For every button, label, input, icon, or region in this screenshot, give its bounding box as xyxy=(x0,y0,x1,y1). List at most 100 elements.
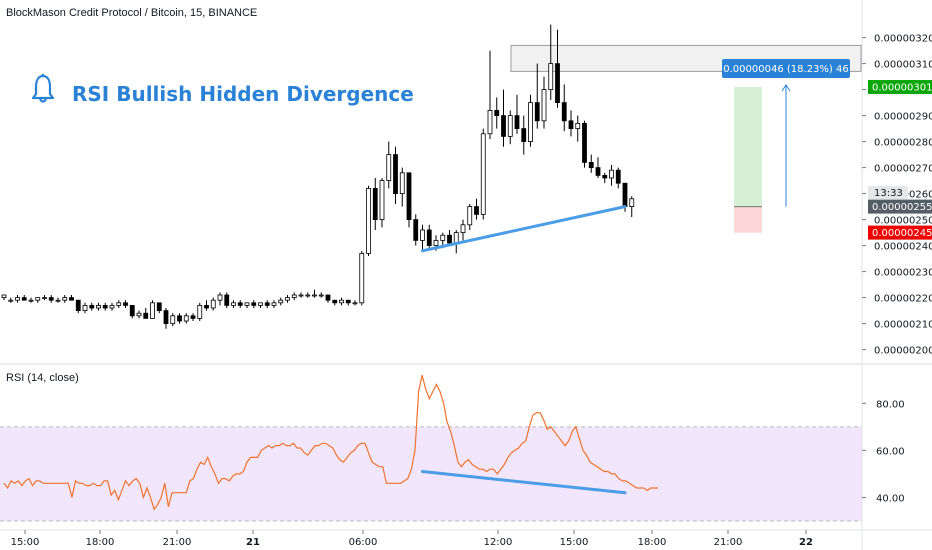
target-badge-bg xyxy=(868,80,932,94)
current-price-badge-text: 0.00000255 xyxy=(872,202,932,213)
price-tick-label: 0.00000320 xyxy=(874,34,932,45)
price-tick-label: 0.00000240 xyxy=(874,242,932,253)
time-tick-label: 18:00 xyxy=(638,537,667,548)
candle-body xyxy=(82,304,88,311)
candle-body xyxy=(291,294,297,298)
candle-body xyxy=(622,182,628,207)
annotation-title: RSI Bullish Hidden Divergence xyxy=(72,82,414,106)
price-tick-label: 0.00000270 xyxy=(874,164,932,175)
profit-zone xyxy=(734,87,762,207)
loss-zone xyxy=(734,206,762,233)
candle-body xyxy=(507,115,513,137)
candle-body xyxy=(244,302,250,306)
candle-body xyxy=(129,304,135,317)
rsi-tick-label: 80.00 xyxy=(876,399,905,410)
measure-arrow-head xyxy=(781,84,791,92)
time-tick-label: 21:00 xyxy=(163,537,192,548)
candle-body xyxy=(609,169,614,179)
candle-body xyxy=(183,315,189,322)
divergence-line-price[interactable] xyxy=(421,205,627,253)
stop-badge: 0.00000245 xyxy=(868,225,932,240)
candle-body xyxy=(582,123,587,163)
candle-body xyxy=(204,304,209,309)
candle-body xyxy=(406,172,412,221)
candle-body xyxy=(514,115,520,129)
candle-body xyxy=(588,161,594,168)
candle-body xyxy=(426,229,432,247)
candle-body xyxy=(1,294,7,298)
price-tick-label: 0.00000200 xyxy=(874,346,932,357)
candle-body xyxy=(359,252,365,304)
candle-body xyxy=(501,115,506,137)
price-tick-label: 0.00000290 xyxy=(874,112,932,123)
candle-body xyxy=(460,224,466,234)
candle-body xyxy=(440,234,446,241)
candle-body xyxy=(298,294,304,297)
symbol-header: BlockMason Credit Protocol / Bitcoin, 15… xyxy=(6,7,257,19)
rsi-line xyxy=(3,374,658,511)
candle-body xyxy=(278,299,284,304)
candle-body xyxy=(474,206,479,215)
time-tick-label: 21:00 xyxy=(714,537,743,548)
target-badge-text: 0.00000301 xyxy=(872,83,932,94)
candle-body xyxy=(629,198,635,208)
candle-body xyxy=(467,206,473,226)
candle-body xyxy=(548,63,554,90)
candle-body xyxy=(555,63,560,103)
time-tick-label: 15:00 xyxy=(560,537,589,548)
time-tick-label: 15:00 xyxy=(11,537,40,548)
candle-body xyxy=(231,302,236,306)
rsi-legend: RSI (14, close) xyxy=(6,372,79,384)
current-price-badge-bg xyxy=(868,199,932,214)
stop-badge-bg xyxy=(868,225,932,240)
candle-body xyxy=(534,102,540,122)
candle-body xyxy=(393,154,398,195)
price-tick-label: 0.00000280 xyxy=(874,138,932,149)
price-tick-label: 0.00000250 xyxy=(874,216,932,227)
rsi-axis[interactable]: 80.00 60.00 40.00 xyxy=(862,399,905,504)
current-price-badge: 0.00000255 xyxy=(868,199,932,214)
candle-body xyxy=(271,302,277,306)
candle-body xyxy=(595,167,601,176)
candle-body xyxy=(136,312,142,317)
candle-body xyxy=(332,299,338,304)
candle-body xyxy=(568,120,574,130)
countdown-badge: 13:33 xyxy=(868,186,908,200)
candle-body xyxy=(305,294,311,297)
candle-body xyxy=(487,110,493,135)
price-tick-label: 0.00000210 xyxy=(874,320,932,331)
candle-body xyxy=(433,239,439,246)
candle-body xyxy=(372,187,378,220)
candle-body xyxy=(48,297,54,301)
candle-body xyxy=(150,302,155,319)
candle-body xyxy=(156,302,162,311)
bell-icon xyxy=(31,74,55,103)
candle-body xyxy=(143,312,149,319)
candle-body xyxy=(494,110,500,117)
stop-badge-text: 0.00000245 xyxy=(872,228,932,239)
candle-body xyxy=(89,304,95,309)
candle-body xyxy=(312,294,317,297)
candle-body xyxy=(480,133,486,215)
candle-body xyxy=(413,219,419,241)
candle-body xyxy=(386,154,392,182)
candle-body xyxy=(339,299,344,304)
candle-body xyxy=(352,302,358,305)
candle-body xyxy=(102,304,108,309)
candle-body xyxy=(170,315,176,324)
candle-body xyxy=(62,297,68,301)
measure-tool[interactable]: 0.00000046 (18.23%) 46 xyxy=(722,59,850,233)
time-axis[interactable]: 15:00 18:00 21:00 21 06:00 12:00 15:00 18:00 21:… xyxy=(11,530,813,548)
target-badge: 0.00000301 xyxy=(868,80,932,94)
candle-body xyxy=(197,304,203,319)
candle-body xyxy=(264,302,270,306)
candle-body xyxy=(8,299,14,302)
rsi-tick-label: 40.00 xyxy=(876,493,905,504)
divergence-line-rsi[interactable] xyxy=(421,470,627,495)
time-tick-label: 21 xyxy=(246,537,260,548)
rsi-tick-label: 60.00 xyxy=(876,446,905,457)
candle-body xyxy=(163,310,169,325)
candlestick-series xyxy=(1,24,635,329)
candle-body xyxy=(345,299,351,304)
